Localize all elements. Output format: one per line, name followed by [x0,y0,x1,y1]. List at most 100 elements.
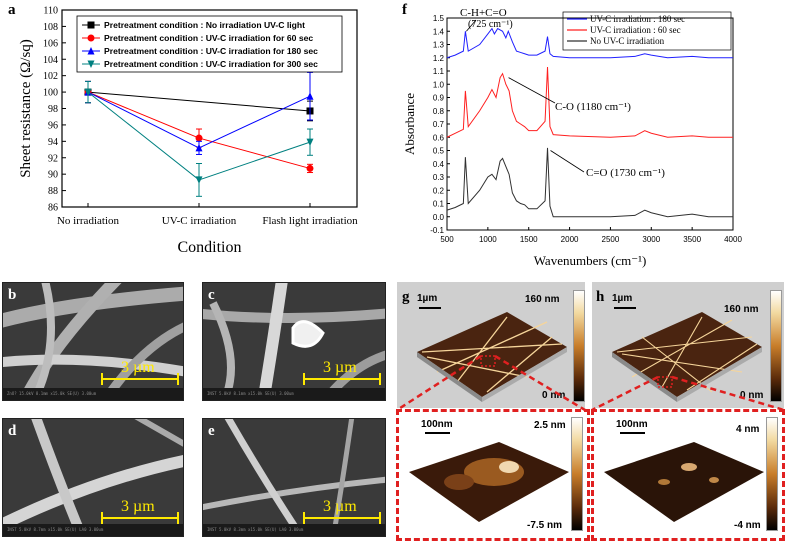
y-tick-label-a: 106 [43,38,58,49]
y-tick-label-f: 1.1 [433,67,445,76]
x-axis-label-a: Condition [177,239,241,256]
x-tick-label-a: Flash light irradiation [262,215,358,227]
legend-label-a: Pretreatment condition : No irradiation … [104,20,305,30]
legend-marker-a [87,47,95,55]
legend-label-a: Pretreatment condition : UV-C irradiatio… [104,59,318,69]
y-tick-label-f: 1.3 [433,41,445,50]
x-tick-label-f: 2000 [561,235,579,244]
afm-zoom-bottom-g: -7.5 nm [527,520,563,531]
y-tick-label-a: 98 [48,104,58,115]
x-tick-label-a: No irradiation [57,215,120,227]
y-tick-label-f: 0.7 [433,120,445,129]
data-point-a [306,138,314,147]
annotation-arrow-f [550,150,585,173]
sem-footer-e: INST 5.0kV 8.3mm x15.0k SE(U) LA0 3.00um [203,524,385,536]
y-tick-label-a: 86 [48,203,58,214]
y-tick-label-a: 102 [43,71,58,82]
chart-f: -0.1 0.0 0.1 0.2 0.3 0.4 0.5 0.6 0.7 0.8 0.9 1.0 1.1… [402,7,742,268]
afm-colorbar-h [770,290,782,402]
panel-label-f: f [402,2,407,18]
panel-label-h: h [596,289,605,305]
afm-bottom-h: 0 nm [740,390,764,401]
afm-top-g: 160 nm [525,294,560,305]
y-tick-label-f: 1.4 [433,27,445,36]
y-tick-label-f: 0.8 [433,107,445,116]
y-tick-label-f: 1.0 [433,80,445,89]
afm-colorbar-g [573,290,585,402]
y-tick-label-f: 0.0 [433,213,445,222]
afm-zoom-scale-g: 100nm [421,419,453,430]
afm-scale-g: 1µm [417,293,438,304]
y-tick-label-f: 0.6 [433,133,445,142]
y-tick-label-f: 0.9 [433,94,445,103]
legend-label-f: UV-C irradiation : 60 sec [590,25,681,35]
afm-bottom-g: 0 nm [542,390,566,401]
data-point-a [195,134,203,142]
spectrum-line-f [446,147,733,218]
panel-label-e: e [208,423,215,439]
sem-footer-d: INST 5.0kV 8.7mm x15.0k SE(U) LA0 3.00um [3,524,183,536]
scale-bar-label-e: 3 µm [323,498,357,515]
legend-box-a [76,15,343,73]
afm-top-h: 160 nm [724,304,759,315]
y-tick-label-a: 108 [43,22,58,33]
y-tick-label-a: 104 [43,55,58,66]
panel-label-c: c [208,287,215,303]
series-line-a [87,91,311,112]
x-tick-label-f: 2500 [602,235,620,244]
legend-label-a: Pretreatment condition : UV-C irradiatio… [104,46,318,56]
x-axis-label-f: Wavenumbers (cm⁻¹) [534,253,647,268]
afm-image-h: 1µm 160 nm 0 nm [592,282,784,408]
panel-label-b: b [8,287,17,303]
legend-marker-a [87,34,95,42]
legend-label-f: UV-C irradiation : 180 sec [590,14,685,24]
legend-marker-a [87,60,95,68]
sem-image-d: 3 µm INST 5.0kV 8.7mm x15.0k SE(U) LA0 3… [2,418,184,537]
sem-footer-b: ZnO? 15.0kV 8.1mm x15.0k SE(U) 3.00um [3,388,183,400]
y-tick-label-a: 90 [48,170,58,181]
sem-image-b: 3 µm ZnO? 15.0kV 8.1mm x15.0k SE(U) 3.00… [2,282,184,401]
y-tick-label-a: 110 [43,6,58,17]
scale-bar-label-d: 3 µm [121,498,155,515]
y-tick-label-f: 0.1 [433,200,445,209]
panel-label-a: a [8,2,16,18]
afm-zoom-top-g: 2.5 nm [534,420,566,431]
afm-zoom-bottom-h: -4 nm [734,520,761,531]
afm-zoom-scale-h: 100nm [616,419,648,430]
afm-image-g: 1µm 160 nm 0 nm [397,282,585,408]
panel-label-g: g [402,289,410,305]
afm-zoom-h: 100nm 4 nm -4 nm [591,409,785,541]
afm-zoom-colorbar-h [766,417,778,531]
spectrum-line-f [446,67,733,138]
afm-zoom-colorbar-g [571,417,583,531]
y-tick-label-f: 0.3 [433,173,445,182]
annotation-arrow-f [466,19,477,32]
panel-label-d: d [8,423,17,439]
spectrum-line-f [446,27,733,59]
annotation-f: (725 cm⁻¹) [468,19,513,30]
data-point-a [306,92,314,100]
y-axis-label-f: Absorbance [402,93,417,155]
annotation-f: C=O (1730 cm⁻¹) [586,167,665,179]
annotation-f: C-H+C=O [460,7,507,19]
x-tick-label-f: 1000 [479,235,497,244]
sem-footer-c: INST 5.0kV 8.1mm x15.0k SE(U) 3.00um [203,388,385,400]
data-point-a [195,143,203,152]
y-tick-label-a: 92 [48,153,58,164]
legend-label-f: No UV-C irradiation [590,36,665,46]
x-tick-label-a: UV-C irradiation [162,215,237,227]
sem-image-e: 3 µm INST 5.0kV 8.3mm x15.0k SE(U) LA0 3… [202,418,386,537]
y-tick-label-f: 0.5 [433,147,445,156]
legend-label-a: Pretreatment condition : UV-C irradiatio… [104,33,313,43]
data-point-a [306,164,314,172]
annotation-arrow-f [508,77,556,104]
afm-scale-h: 1µm [612,293,633,304]
legend-box-f [562,11,732,51]
data-point-a [84,88,92,97]
x-tick-label-f: 500 [440,235,454,244]
scale-bar-label-b: 3 µm [121,359,155,376]
sem-image-c: 3 µm INST 5.0kV 8.1mm x15.0k SE(U) 3.00u… [202,282,386,401]
y-tick-label-f: 0.4 [433,160,445,169]
x-tick-label-f: 4000 [724,235,742,244]
legend-marker-a [87,21,95,29]
